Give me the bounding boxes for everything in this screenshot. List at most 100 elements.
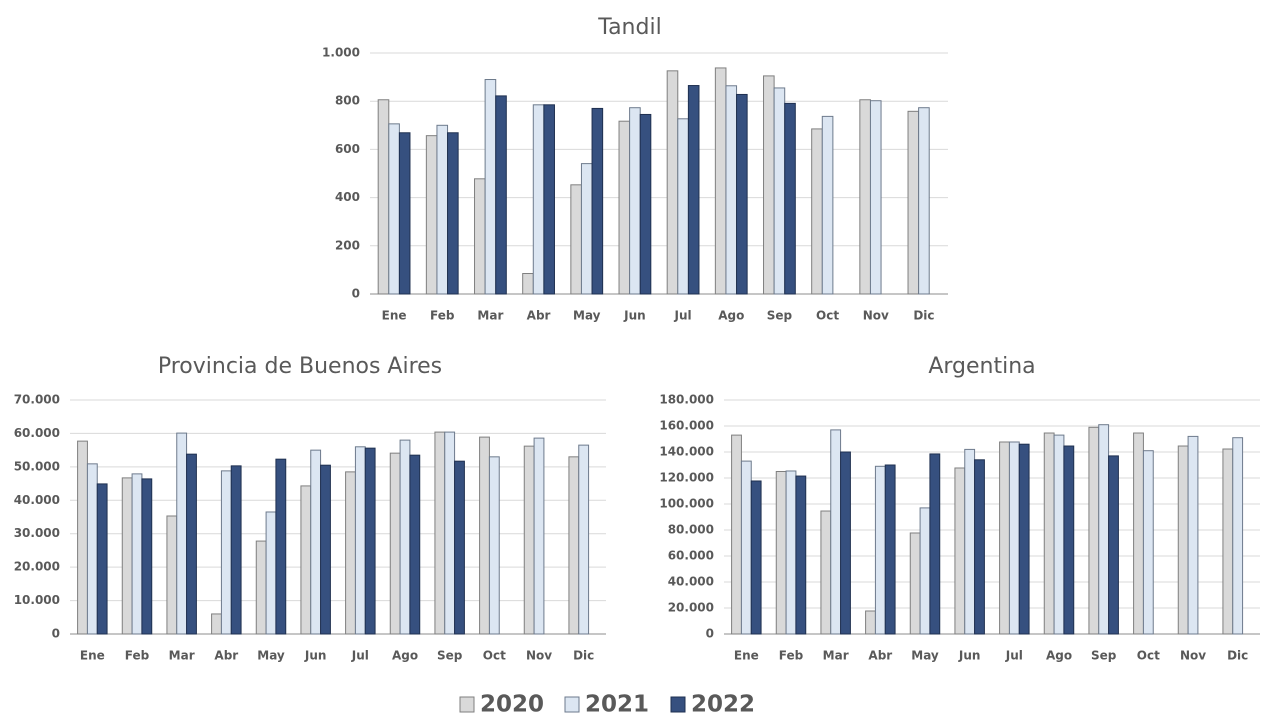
x-tick-label: May [257,649,285,663]
bar [964,448,976,635]
bar [389,452,401,635]
bar [141,478,153,635]
bar [479,436,490,635]
y-tick-label: 40.000 [14,493,60,507]
bar [677,118,689,295]
bar [775,471,787,635]
x-tick-label: Jul [674,309,692,323]
x-tick-label: Ene [734,649,759,663]
y-tick-label: 600 [335,142,360,156]
x-tick-label: Sep [1091,649,1117,663]
bar [533,437,545,635]
bar [1177,445,1189,635]
bar [166,515,178,635]
bar [811,128,823,295]
bar [444,431,456,635]
x-tick-label: Feb [430,309,455,323]
x-tick-label: May [911,649,939,663]
bar [1133,432,1144,635]
y-tick-label: 0 [706,627,714,641]
y-tick-label: 50.000 [14,459,60,473]
bar [773,87,786,295]
bar [907,110,920,295]
bar [929,453,941,635]
x-tick-label: Jul [351,649,369,663]
x-tick-label: Ago [392,649,418,663]
bar [918,107,930,295]
bar [131,473,143,635]
legend-swatch [459,696,475,713]
y-tick-label: 1.000 [322,46,360,60]
y-tick-label: 60.000 [668,549,714,563]
bar [532,104,545,295]
bar [77,440,88,635]
x-tick-label: Abr [527,309,551,323]
x-tick-label: Abr [868,649,892,663]
bar [86,463,98,635]
x-tick-label: May [573,309,601,323]
x-tick-label: Mar [169,649,195,663]
bar [409,454,421,635]
x-tick-label: Feb [125,649,150,663]
x-tick-label: Oct [1137,649,1160,663]
x-tick-label: Dic [573,649,594,663]
bar [909,532,921,635]
bar [859,99,871,295]
bar [1053,434,1065,635]
y-tick-label: 100.000 [659,497,714,511]
bar [1142,450,1154,635]
bar [484,79,497,295]
y-tick-label: 200 [335,238,360,252]
bar [425,135,438,295]
y-tick-label: 160.000 [659,419,714,433]
bar [820,510,832,635]
y-tick-label: 800 [335,94,360,108]
bar [211,613,222,635]
y-tick-label: 140.000 [659,445,714,459]
bar [578,444,590,635]
bar [1043,432,1055,635]
bar [639,113,652,295]
y-tick-label: 120.000 [659,471,714,485]
bar [230,465,242,635]
bar [999,441,1010,635]
bar [1008,441,1020,635]
bar [275,458,287,635]
bar [865,610,876,635]
bar [591,107,604,295]
y-tick-label: 20.000 [14,560,60,574]
x-tick-label: Feb [779,649,804,663]
bar [300,485,312,635]
y-tick-label: 30.000 [14,526,60,540]
x-tick-label: Nov [1180,649,1206,663]
bar [434,431,446,635]
y-tick-label: 20.000 [668,601,714,615]
chart-title: Provincia de Buenos Aires [158,354,442,379]
y-tick-label: 60.000 [14,426,60,440]
bar [736,93,748,295]
bar [176,432,188,635]
y-tick-label: 10.000 [14,593,60,607]
bar [629,107,641,295]
bar [454,460,465,635]
bar [96,483,108,635]
legend-label: 2022 [691,692,755,716]
bar [354,446,366,635]
bar [398,132,411,295]
legend-label: 2020 [480,692,544,716]
bar [1098,424,1110,635]
bar [750,480,762,635]
x-tick-label: Nov [863,309,889,323]
x-tick-label: Ene [382,309,407,323]
bar [495,95,507,295]
y-tick-label: 0 [52,627,60,641]
bar [488,456,500,635]
x-tick-label: Jul [1005,649,1023,663]
bar [364,447,376,635]
bar [869,100,882,295]
bar [580,163,593,295]
x-tick-label: Sep [767,309,793,323]
bar [345,471,356,635]
x-tick-label: Sep [437,649,463,663]
bar [714,67,727,295]
